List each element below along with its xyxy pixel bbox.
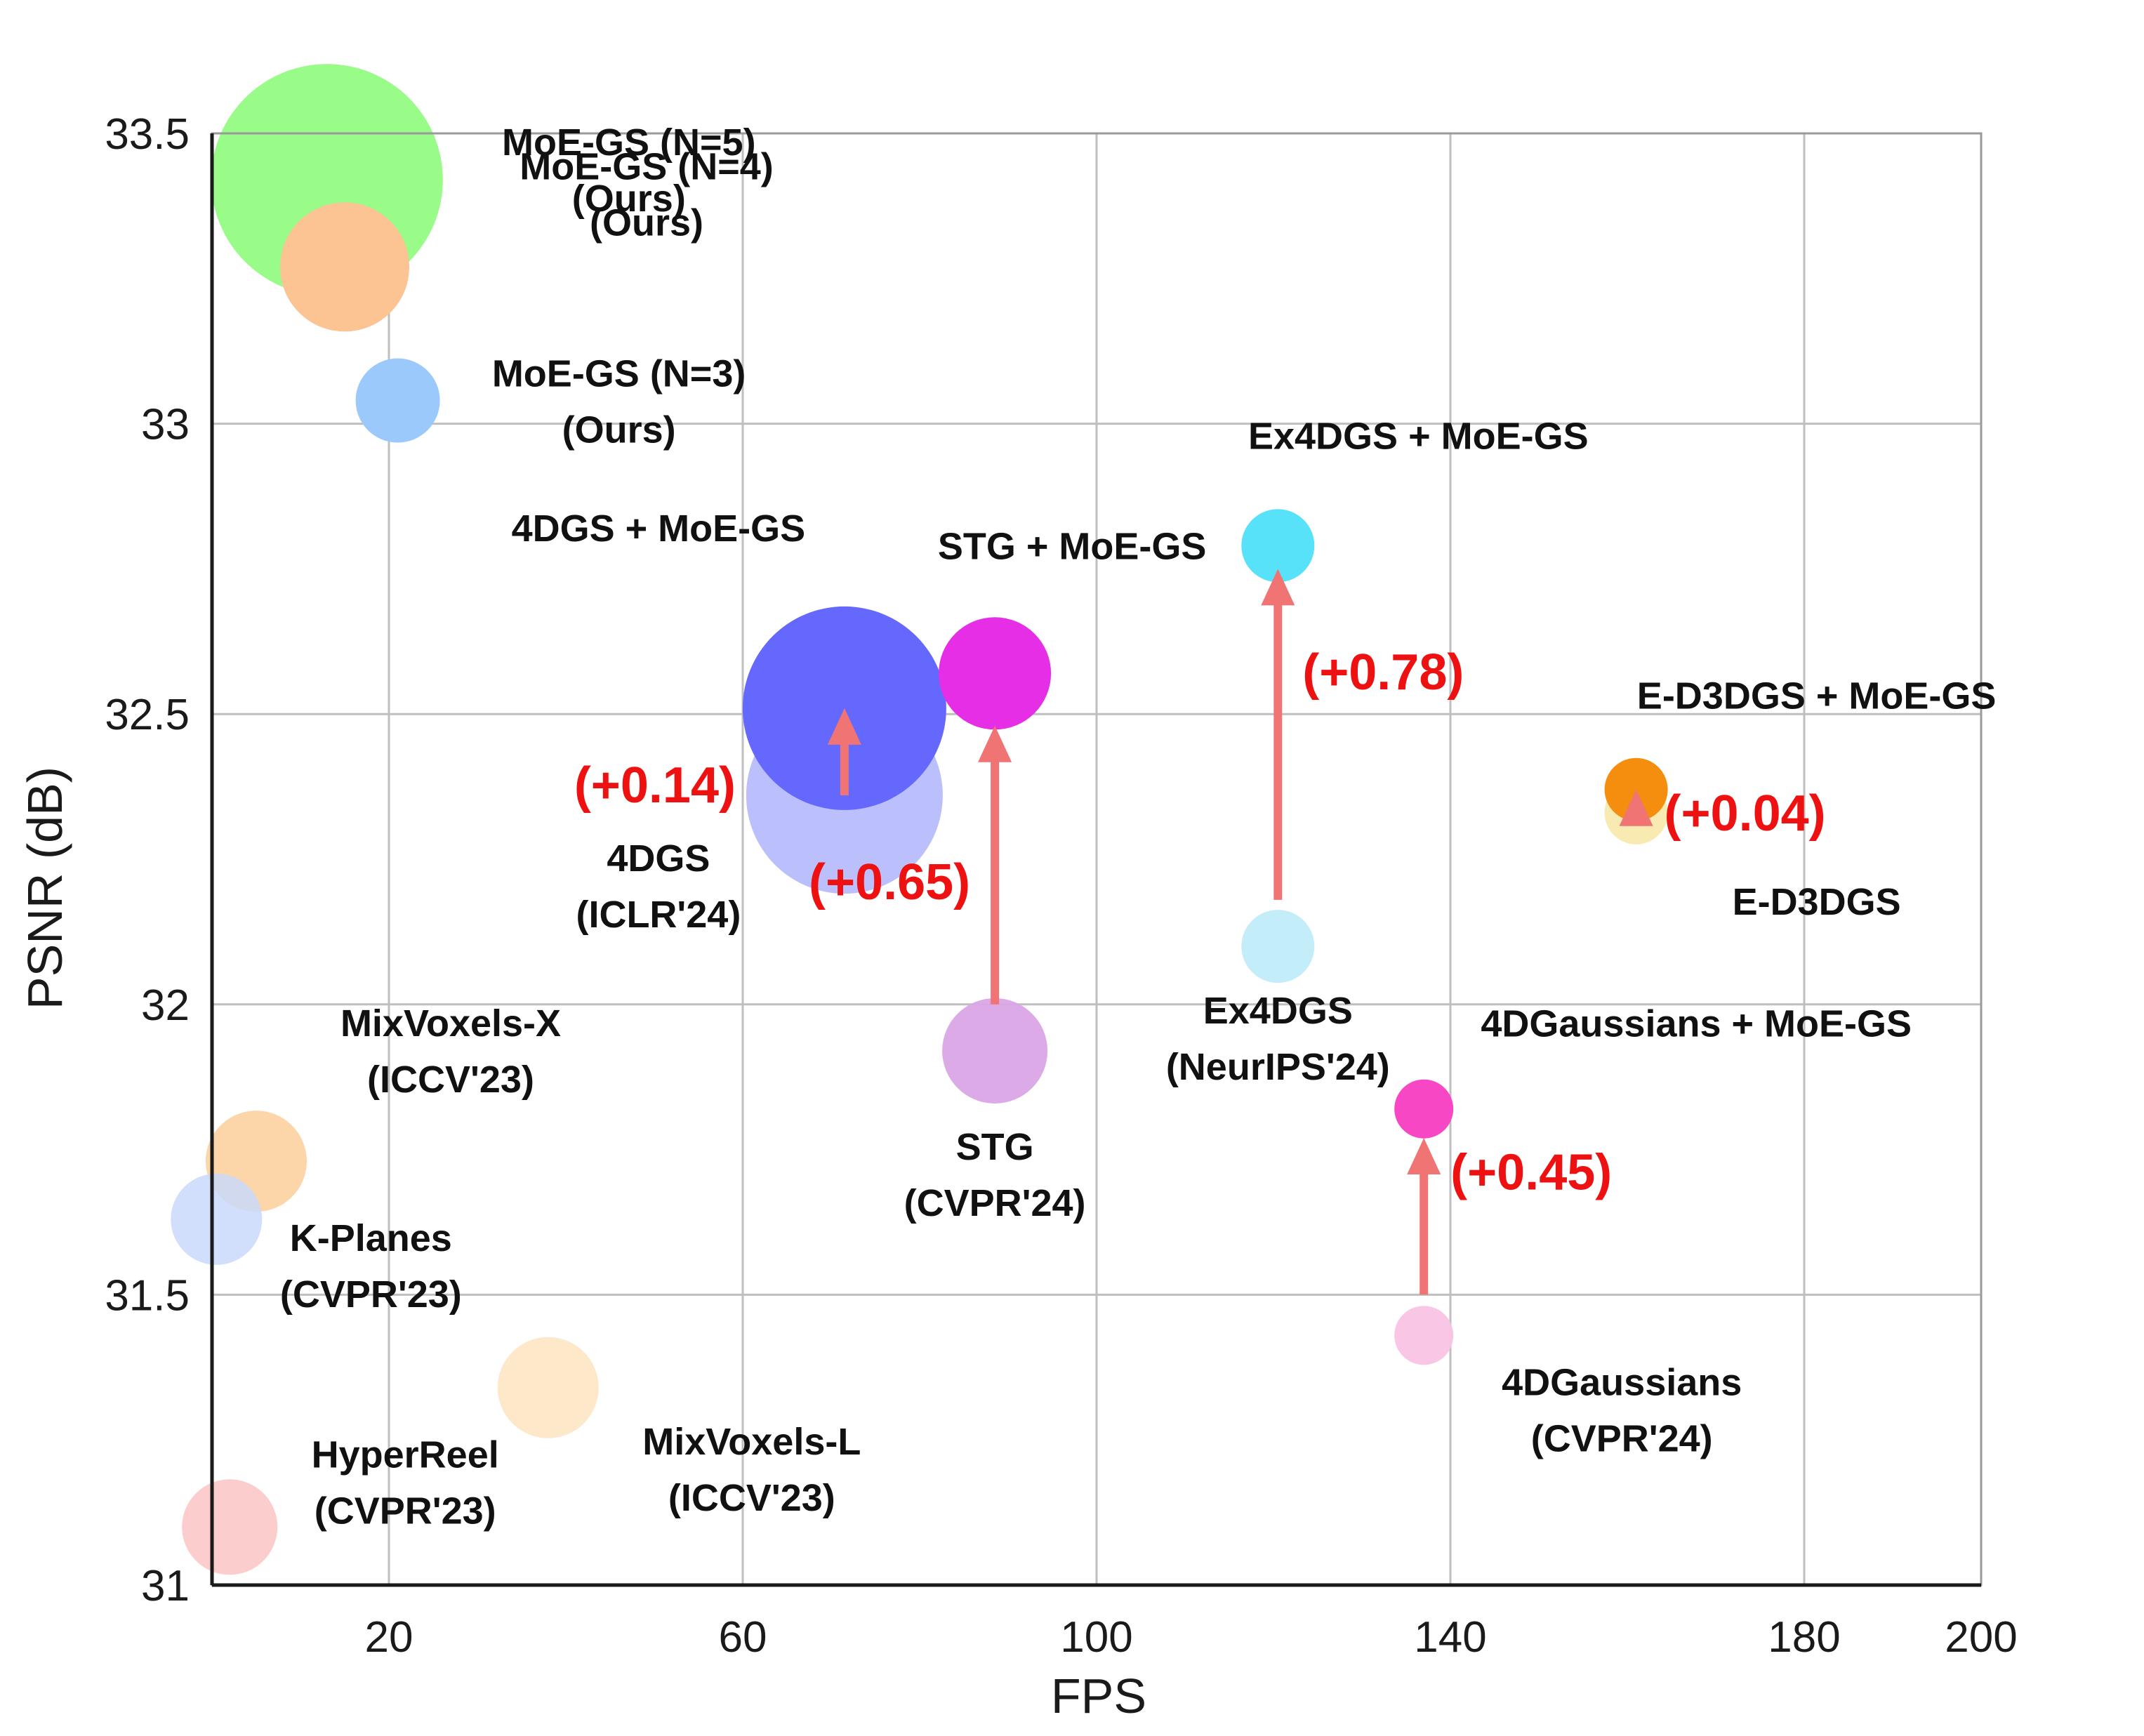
- y-tick-label: 33.5: [105, 110, 190, 159]
- point-label: 4DGS: [607, 837, 710, 880]
- point-label: MixVoxels-X: [340, 1002, 561, 1045]
- y-tick-label: 31: [141, 1562, 190, 1610]
- point-label: (Ours): [562, 409, 676, 451]
- point-label: E-D3DGS + MoE-GS: [1637, 675, 1997, 717]
- point-label: 4DGS + MoE-GS: [512, 508, 806, 550]
- data-point: [939, 617, 1052, 730]
- bubbles: [171, 64, 1668, 1575]
- x-axis-title: FPS: [1051, 1669, 1146, 1723]
- data-point: [1394, 1306, 1454, 1365]
- point-label: HyperReel: [312, 1433, 499, 1476]
- point-label: (CVPR'24): [904, 1182, 1086, 1224]
- data-point: [1241, 910, 1315, 983]
- improvement-arrow-head: [1619, 789, 1653, 826]
- point-label: MoE-GS (N=3): [492, 353, 746, 395]
- point-label: (ICLR'24): [576, 894, 741, 936]
- point-label: Ex4DGS + MoE-GS: [1248, 415, 1589, 457]
- y-tick-label: 31.5: [105, 1271, 190, 1320]
- y-tick-label: 32: [141, 981, 190, 1030]
- y-axis-title: PSNR (dB): [18, 767, 72, 1009]
- axes: 20 60 100 140 180 200 31 31.5 32 32.5 33 33.5: [105, 110, 2017, 1662]
- point-label: (CVPR'24): [1531, 1417, 1713, 1459]
- improvement-arrow-head: [827, 708, 861, 745]
- data-point: [182, 1479, 278, 1575]
- point-label: (NeurIPS'24): [1166, 1046, 1390, 1088]
- data-point: [1394, 1079, 1454, 1139]
- point-label: MixVoxels-L: [642, 1421, 861, 1463]
- data-point: [942, 998, 1048, 1104]
- point-label: STG: [956, 1126, 1034, 1168]
- point-label: (Ours): [572, 178, 686, 220]
- point-label: (Ours): [590, 201, 703, 244]
- x-tick-label: 200: [1945, 1613, 2017, 1662]
- improvement-label: (+0.14): [574, 757, 736, 814]
- point-label: MoE-GS (N=4): [520, 145, 774, 187]
- data-point: [280, 202, 409, 332]
- point-label: 4DGaussians + MoE-GS: [1481, 1003, 1912, 1045]
- y-tick-label: 33: [141, 401, 190, 449]
- x-tick-label: 100: [1060, 1613, 1132, 1662]
- improvement-arrows: [827, 569, 1653, 1295]
- point-label: (ICCV'23): [668, 1477, 835, 1519]
- improvement-label: (+0.78): [1302, 644, 1464, 701]
- point-label: (CVPR'23): [280, 1273, 462, 1316]
- point-label: (ICCV'23): [367, 1059, 534, 1101]
- data-point: [497, 1337, 599, 1438]
- improvement-arrow-head: [1407, 1138, 1441, 1175]
- improvement-label: (+0.45): [1450, 1144, 1612, 1200]
- improvement-label: (+0.04): [1665, 786, 1826, 842]
- data-point: [171, 1173, 263, 1265]
- improvement-arrow-head: [1261, 569, 1295, 606]
- point-label: (CVPR'23): [315, 1490, 496, 1532]
- point-label: K-Planes: [290, 1217, 452, 1259]
- data-point: [1241, 509, 1315, 583]
- y-tick-label: 32.5: [105, 691, 190, 739]
- point-label: E-D3DGS: [1733, 881, 1901, 923]
- x-tick-label: 60: [719, 1613, 767, 1662]
- improvement-labels: (+0.14) (+0.65) (+0.78) (+0.04) (+0.45): [574, 644, 1826, 1200]
- data-point: [355, 358, 440, 443]
- improvement-arrow-head: [978, 725, 1012, 762]
- x-tick-label: 140: [1414, 1613, 1486, 1662]
- point-label: STG + MoE-GS: [938, 525, 1207, 567]
- point-labels: MoE-GS (N=5)(Ours)MoE-GS (N=4)(Ours)MoE-…: [280, 121, 1997, 1532]
- point-label: Ex4DGS: [1203, 990, 1353, 1032]
- x-tick-label: 20: [365, 1613, 413, 1662]
- x-tick-label: 180: [1768, 1613, 1840, 1662]
- improvement-label: (+0.65): [809, 854, 970, 910]
- point-label: MoE-GS (N=5): [502, 121, 756, 164]
- point-label: 4DGaussians: [1502, 1361, 1742, 1403]
